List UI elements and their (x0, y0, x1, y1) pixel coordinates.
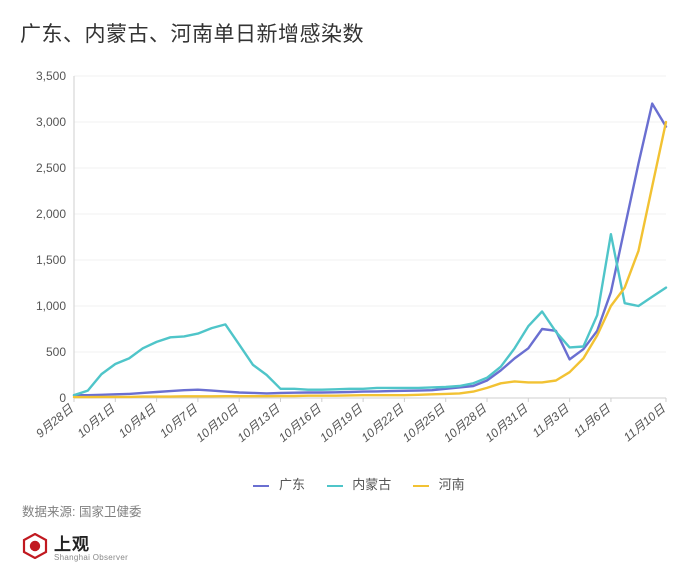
svg-text:10月16日: 10月16日 (276, 401, 325, 445)
legend-swatch-2 (413, 485, 429, 487)
legend-label-0: 广东 (279, 477, 305, 492)
svg-text:10月22日: 10月22日 (359, 401, 408, 445)
svg-text:10月31日: 10月31日 (482, 401, 531, 445)
data-source: 数据来源: 国家卫健委 (20, 501, 680, 520)
legend-label-2: 河南 (439, 477, 465, 492)
svg-text:3,000: 3,000 (36, 115, 66, 129)
svg-text:1,500: 1,500 (36, 253, 66, 267)
svg-text:9月28日: 9月28日 (33, 401, 76, 441)
svg-text:10月25日: 10月25日 (400, 401, 449, 445)
chart-title: 广东、内蒙古、河南单日新增感染数 (20, 18, 680, 48)
legend: 广东 内蒙古 河南 (20, 474, 680, 493)
chart-area: 05001,0001,5002,0002,5003,0003,5009月28日1… (20, 58, 680, 468)
svg-text:10月4日: 10月4日 (116, 401, 159, 441)
line-chart-svg: 05001,0001,5002,0002,5003,0003,5009月28日1… (20, 58, 680, 468)
svg-text:10月1日: 10月1日 (75, 401, 118, 441)
logo-subtext: Shanghai Observer (54, 553, 128, 562)
logo-icon (22, 533, 48, 559)
svg-text:11月6日: 11月6日 (571, 401, 614, 440)
legend-swatch-0 (253, 485, 269, 487)
legend-swatch-1 (327, 485, 343, 487)
svg-text:1,000: 1,000 (36, 299, 66, 313)
publisher-logo: 上观 Shanghai Observer (20, 530, 680, 562)
svg-text:10月10日: 10月10日 (193, 401, 242, 445)
svg-text:500: 500 (46, 345, 66, 359)
legend-label-1: 内蒙古 (352, 477, 391, 492)
svg-text:2,500: 2,500 (36, 161, 66, 175)
svg-text:11月3日: 11月3日 (530, 401, 573, 440)
svg-text:3,500: 3,500 (36, 69, 66, 83)
chart-card: 广东、内蒙古、河南单日新增感染数 05001,0001,5002,0002,50… (0, 0, 700, 574)
svg-text:10月13日: 10月13日 (235, 401, 284, 445)
logo-text: 上观 (54, 530, 128, 555)
svg-text:10月19日: 10月19日 (317, 401, 366, 445)
svg-text:10月28日: 10月28日 (441, 401, 490, 445)
svg-text:2,000: 2,000 (36, 207, 66, 221)
svg-text:11月10日: 11月10日 (621, 401, 669, 444)
